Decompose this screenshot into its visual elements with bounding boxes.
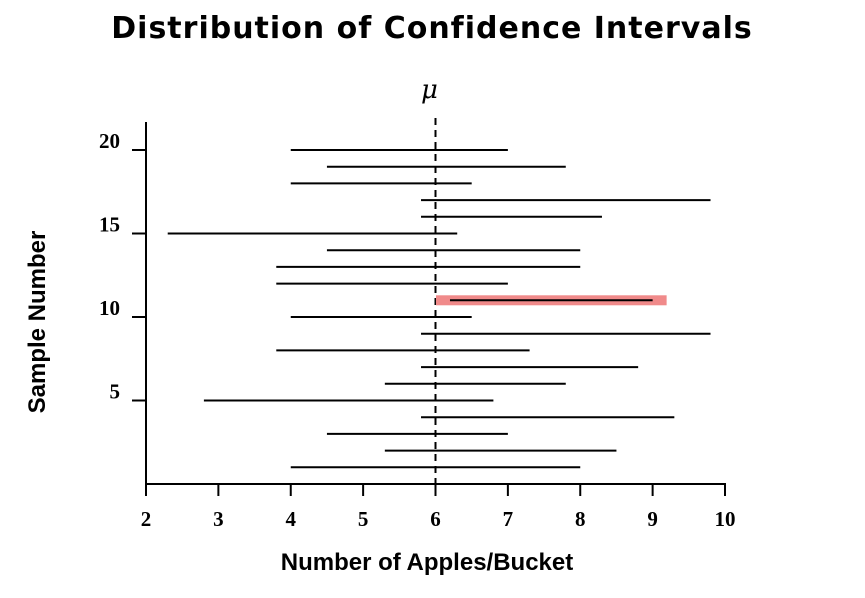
y-tick-label: 5 xyxy=(110,380,121,404)
x-tick-label: 5 xyxy=(358,507,369,531)
x-tick-label: 6 xyxy=(430,507,441,531)
y-ticks-group: 5 10 15 20 xyxy=(99,129,146,404)
x-tick-label: 3 xyxy=(213,507,224,531)
mu-label: μ xyxy=(421,75,438,105)
x-tick-label: 10 xyxy=(715,507,736,531)
x-tick-label: 4 xyxy=(286,507,297,531)
y-tick-label: 10 xyxy=(99,296,120,320)
x-tick-label: 2 xyxy=(141,507,152,531)
chart-title: Distribution of Confidence Intervals xyxy=(111,11,752,46)
x-tick-label: 9 xyxy=(647,507,658,531)
y-tick-label: 20 xyxy=(99,129,120,153)
x-tick-label: 8 xyxy=(575,507,586,531)
intervals-group xyxy=(167,149,711,469)
x-axis-label: Number of Apples/Bucket xyxy=(281,549,574,576)
x-tick-label: 7 xyxy=(503,507,514,531)
x-ticks-group: 2 3 4 5 6 7 8 9 10 xyxy=(141,484,736,531)
y-tick-label: 15 xyxy=(99,213,120,237)
y-axis-label: Sample Number xyxy=(24,231,51,414)
